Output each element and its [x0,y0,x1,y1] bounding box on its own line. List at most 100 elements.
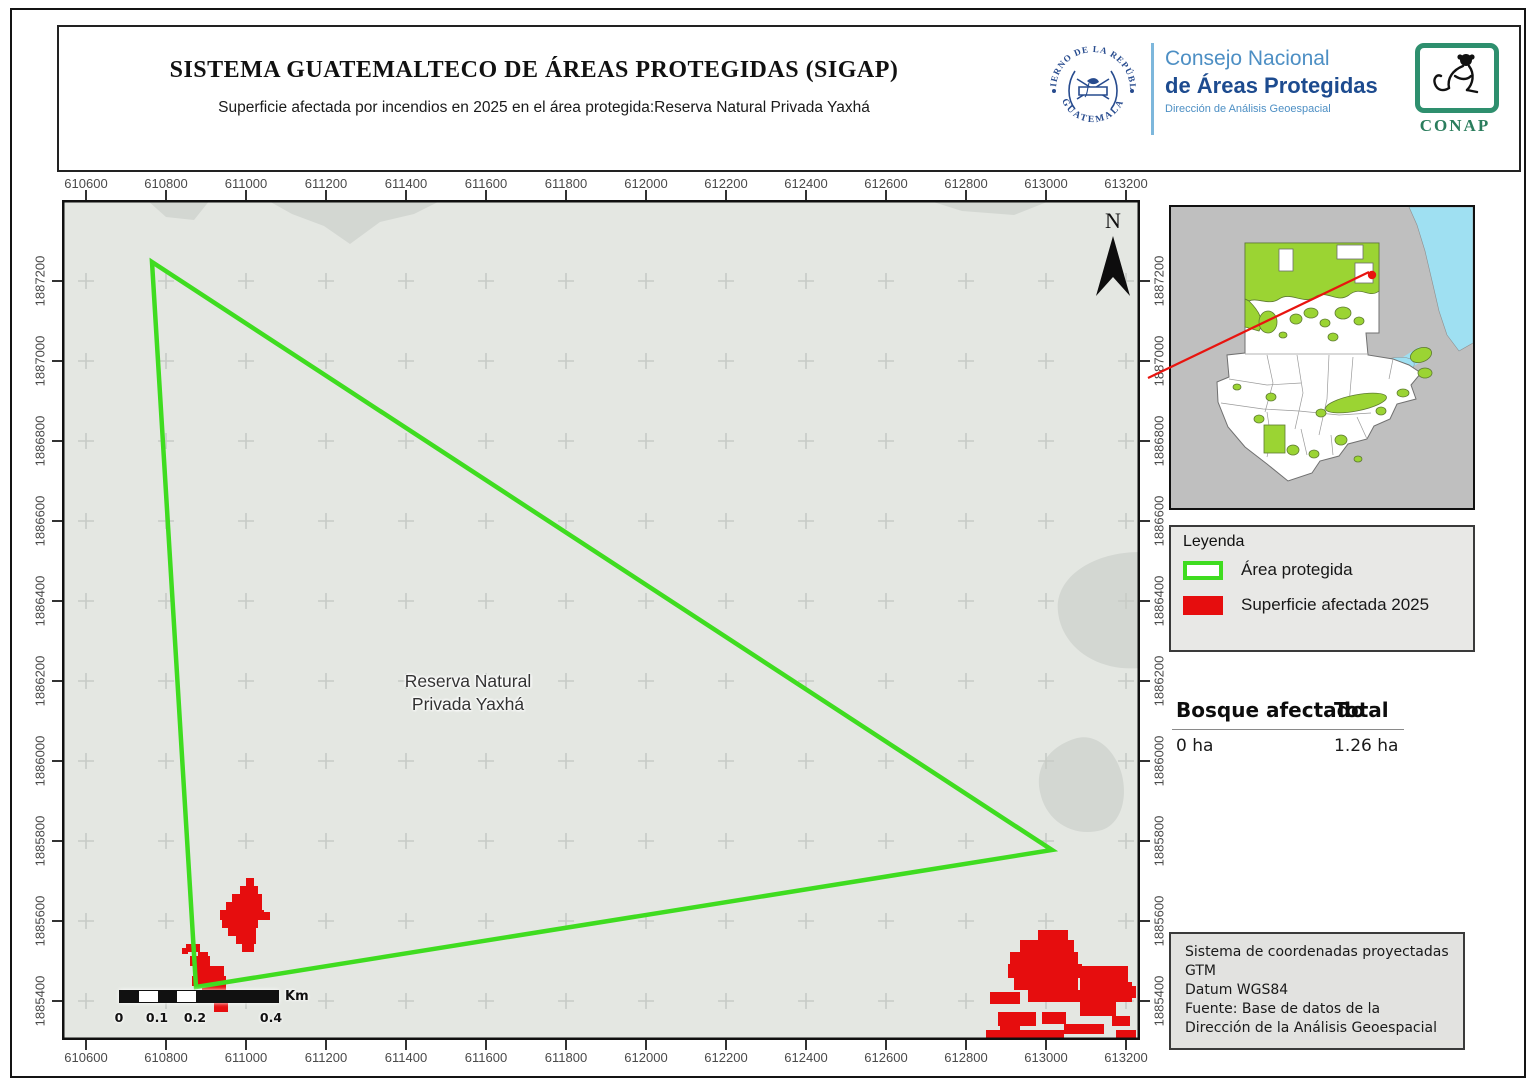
x-axis-tick-top [565,190,567,200]
fire-patch-cell [990,992,1020,1004]
x-axis-label-top: 611200 [304,176,348,191]
y-axis-tick-right [1140,760,1150,762]
x-axis-label-top: 611000 [224,176,268,191]
x-axis-label-bottom: 612400 [784,1050,828,1065]
fire-patch-cell [198,952,208,958]
scale-bar-unit: Km [285,989,309,1004]
legend-item-protected: Área protegida [1183,560,1353,580]
y-axis-tick-right [1140,280,1150,282]
y-axis-label-left: 1886200 [32,655,48,707]
x-axis-tick-bottom [725,1040,727,1050]
inset-location-dot [1367,270,1377,280]
x-axis-tick-top [1125,190,1127,200]
y-axis-tick-left [52,680,62,682]
info-line: Sistema de coordenadas proyectadas [1185,944,1449,960]
protected-area-swatch [1183,560,1223,580]
x-axis-tick-bottom [485,1040,487,1050]
y-axis-label-right: 1886000 [1151,735,1167,787]
fire-patch-cell [236,936,256,944]
x-axis-label-bottom: 612000 [624,1050,668,1065]
fire-patch-cell [986,1030,1064,1040]
y-axis-label-left: 1885800 [32,815,48,867]
legend: Leyenda Área protegida Superficie afecta… [1169,525,1475,652]
fire-patch-cell [192,976,226,986]
y-axis-tick-left [52,360,62,362]
y-axis-label-right: 1886400 [1151,575,1167,627]
y-axis-tick-left [52,600,62,602]
fire-affected-patches [182,878,1136,1040]
y-axis-label-right: 1886800 [1151,415,1167,467]
scale-bar-segments [119,990,279,1003]
x-axis-tick-top [965,190,967,200]
fire-patch-cell [1000,1026,1020,1040]
y-axis-tick-right [1140,360,1150,362]
fire-patch-cell [240,886,258,894]
x-axis-label-bottom: 610800 [144,1050,188,1065]
fire-patch-cell [258,912,270,920]
x-axis-label-bottom: 611000 [224,1050,268,1065]
x-axis-label-bottom: 613200 [1104,1050,1148,1065]
scale-bar-label: 0 [114,1010,124,1025]
fire-patch-cell [1028,990,1082,1002]
x-axis-label-top: 612800 [944,176,988,191]
affected-area-swatch [1183,595,1223,615]
fire-patch-cell [182,948,188,954]
page-title: SISTEMA GUATEMALTECO DE ÁREAS PROTEGIDAS… [169,57,899,83]
fire-patch-cell [1116,1030,1136,1040]
fire-patch-cell [1042,1012,1066,1024]
y-axis-tick-left [52,840,62,842]
fire-patch-cell [1112,1016,1130,1026]
y-axis-tick-right [1140,840,1150,842]
y-axis-label-left: 1885400 [32,975,48,1027]
x-axis-tick-bottom [405,1040,407,1050]
y-axis-tick-left [52,920,62,922]
x-axis-tick-bottom [245,1040,247,1050]
fire-patch-cell [1080,1002,1116,1016]
x-axis-tick-top [645,190,647,200]
y-axis-label-right: 1885600 [1151,895,1167,947]
y-axis-tick-right [1140,520,1150,522]
legend-label-affected: Superficie afectada 2025 [1241,595,1430,614]
info-line: Datum WGS84 [1185,982,1289,998]
fire-patch-cell [196,966,224,976]
north-arrow-icon: N [1096,208,1130,296]
y-axis-tick-right [1140,680,1150,682]
y-axis-tick-right [1140,1000,1150,1002]
y-axis-label-right: 1886600 [1151,495,1167,547]
conap-label: CONAP [1419,116,1491,135]
y-axis-label-right: 1887000 [1151,335,1167,387]
x-axis-tick-bottom [1045,1040,1047,1050]
x-axis-tick-bottom [1125,1040,1127,1050]
info-line: GTM [1185,963,1216,979]
y-axis-label-left: 1886800 [32,415,48,467]
x-axis-label-bottom: 612200 [704,1050,748,1065]
fire-patch-cell [242,944,254,952]
y-axis-tick-left [52,280,62,282]
area-label-line2: Privada Yaxhá [411,694,525,714]
y-axis-label-left: 1886600 [32,495,48,547]
x-axis-label-bottom: 610600 [64,1050,108,1065]
main-map: N Reserva Natural Privada Yaxhá Km 0 0.1 0… [62,200,1140,1040]
fire-patch-cell [1020,940,1074,952]
protected-area-boundary [149,257,1059,990]
x-axis-label-bottom: 611400 [384,1050,428,1065]
x-axis-label-bottom: 611600 [464,1050,508,1065]
x-axis-tick-top [725,190,727,200]
fire-patch-cell [1014,978,1078,990]
fire-patch-cell [1008,964,1082,978]
fire-patch-cell [1122,986,1136,998]
fire-patch-cell [1080,966,1128,982]
info-line: Dirección de la Análisis Geoespacial [1185,1020,1437,1036]
x-axis-label-top: 612400 [784,176,828,191]
legend-label-protected: Área protegida [1241,560,1353,579]
y-axis-label-right: 1885400 [1151,975,1167,1027]
fire-patch-cell [190,956,210,966]
x-axis-tick-bottom [885,1040,887,1050]
page-border [10,8,1526,1078]
x-axis-label-top: 613200 [1104,176,1148,191]
x-axis-tick-top [885,190,887,200]
terrain-shading [147,200,1140,833]
x-axis-tick-bottom [165,1040,167,1050]
info-line: Fuente: Base de datos de la [1185,1001,1381,1017]
scale-bar-label: 0.4 [259,1010,283,1025]
